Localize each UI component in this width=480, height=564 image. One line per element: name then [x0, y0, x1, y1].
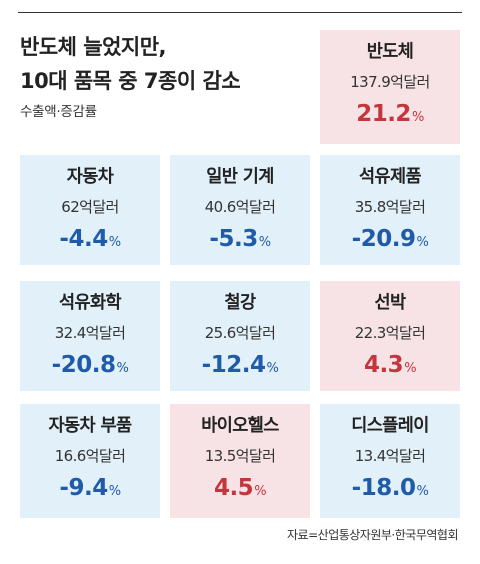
percent-sign: %: [258, 235, 271, 250]
item-card: 석유제품 35.8억달러 -20.9%: [320, 155, 460, 265]
item-name: 선박: [374, 293, 407, 313]
item-rate-value: 21.2: [356, 101, 411, 127]
item-name: 반도체: [366, 42, 414, 62]
percent-sign: %: [404, 361, 417, 376]
item-amount: 22.3억달러: [354, 324, 426, 342]
item-name: 석유화학: [59, 293, 122, 313]
item-rate-value: -18.0: [351, 475, 416, 501]
percent-sign: %: [266, 361, 279, 376]
item-rate: -9.4%: [20, 474, 160, 506]
item-rate: -18.0%: [320, 474, 460, 506]
item-name: 자동차: [66, 167, 114, 187]
item-rate-value: 4.3: [363, 352, 404, 378]
percent-sign: %: [411, 110, 424, 125]
top-rule: [18, 12, 462, 13]
item-amount: 137.9억달러: [350, 73, 430, 91]
item-rate-value: -20.9: [351, 226, 416, 252]
item-rate-value: -5.3: [209, 226, 258, 252]
item-rate-value: -4.4: [59, 226, 108, 252]
item-rate: 4.3%: [320, 351, 460, 383]
item-amount: 16.6억달러: [54, 447, 126, 465]
source-note: 자료=산업통상자원부·한국무역협회: [287, 528, 458, 542]
item-card: 반도체 137.9억달러 21.2%: [320, 30, 460, 144]
item-rate: -5.3%: [170, 225, 310, 257]
item-amount: 32.4억달러: [54, 324, 126, 342]
percent-sign: %: [108, 235, 121, 250]
item-name: 석유제품: [359, 167, 422, 187]
chart-subtitle: 수출액·증감률: [20, 104, 97, 120]
item-rate: -4.4%: [20, 225, 160, 257]
item-amount: 13.4억달러: [354, 447, 426, 465]
title-line-1: 반도체 늘었지만,: [20, 35, 167, 59]
item-rate-value: -20.8: [51, 352, 116, 378]
item-rate: -12.4%: [170, 351, 310, 383]
item-amount: 35.8억달러: [354, 198, 426, 216]
percent-sign: %: [108, 484, 121, 499]
item-rate-value: -9.4: [59, 475, 108, 501]
percent-sign: %: [416, 484, 429, 499]
item-name: 바이오헬스: [201, 416, 279, 436]
item-card: 바이오헬스 13.5억달러 4.5%: [170, 404, 310, 518]
item-card: 자동차 62억달러 -4.4%: [20, 155, 160, 265]
item-amount: 13.5억달러: [204, 447, 276, 465]
percent-sign: %: [416, 235, 429, 250]
item-name: 디스플레이: [351, 416, 429, 436]
title-line-2: 10대 품목 중 7종이 감소: [20, 69, 241, 93]
item-name: 자동차 부품: [48, 416, 133, 436]
item-rate-value: 4.5: [213, 475, 254, 501]
percent-sign: %: [254, 484, 267, 499]
item-amount: 40.6억달러: [204, 198, 276, 216]
item-card: 철강 25.6억달러 -12.4%: [170, 281, 310, 391]
percent-sign: %: [116, 361, 129, 376]
item-rate: -20.9%: [320, 225, 460, 257]
item-card: 석유화학 32.4억달러 -20.8%: [20, 281, 160, 391]
item-rate: 4.5%: [170, 474, 310, 506]
item-name: 철강: [224, 293, 257, 313]
item-card: 자동차 부품 16.6억달러 -9.4%: [20, 404, 160, 518]
item-card: 디스플레이 13.4억달러 -18.0%: [320, 404, 460, 518]
item-rate: 21.2%: [320, 100, 460, 132]
item-card: 선박 22.3억달러 4.3%: [320, 281, 460, 391]
item-rate-value: -12.4: [201, 352, 266, 378]
item-card: 일반 기계 40.6억달러 -5.3%: [170, 155, 310, 265]
chart-title: 반도체 늘었지만, 10대 품목 중 7종이 감소: [20, 30, 310, 98]
item-rate: -20.8%: [20, 351, 160, 383]
item-amount: 25.6억달러: [204, 324, 276, 342]
item-name: 일반 기계: [206, 167, 274, 187]
item-amount: 62억달러: [61, 198, 119, 216]
